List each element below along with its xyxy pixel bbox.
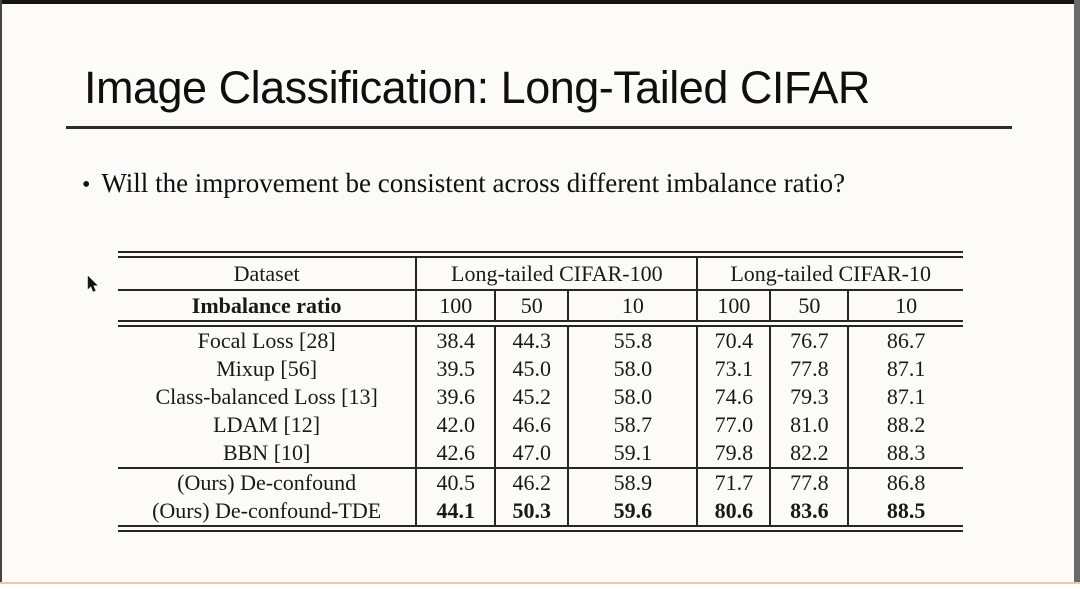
results-table: Dataset Long-tailed CIFAR-100 Long-taile… — [118, 251, 963, 532]
value-cell: 80.6 — [697, 497, 772, 529]
value-cell: 58.0 — [568, 383, 699, 411]
value-cell: 88.5 — [886, 498, 926, 523]
method-cell: Mixup [56] — [118, 355, 418, 383]
bullet-item: • Will the improvement be consistent acr… — [82, 168, 845, 199]
value-cell: 77.8 — [770, 467, 850, 497]
ratio-cell: 50 — [495, 290, 570, 327]
value-cell: 59.6 — [568, 497, 699, 529]
value-cell: 88.2 — [886, 412, 926, 437]
bullet-text: Will the improvement be consistent acros… — [101, 168, 846, 198]
header-cifar10-group: Long-tailed CIFAR-10 — [697, 254, 963, 291]
ratio-cell: 100 — [697, 290, 772, 327]
table-header-row-datasets: Dataset Long-tailed CIFAR-100 Long-taile… — [118, 254, 963, 291]
value-cell: 39.6 — [416, 383, 497, 411]
value-cell: 74.6 — [697, 383, 772, 411]
table-row: (Ours) De-confound-TDE 44.1 50.3 59.6 80… — [118, 497, 963, 529]
screen-edge-right — [1074, 0, 1080, 589]
value-cell: 79.8 — [697, 439, 772, 468]
ratio-cell: 50 — [770, 290, 850, 327]
method-cell: (Ours) De-confound — [118, 467, 418, 497]
header-imbalance-ratio: Imbalance ratio — [118, 290, 418, 327]
ratio-cell: 10 — [568, 290, 699, 327]
value-cell: 87.1 — [886, 356, 926, 381]
value-cell: 81.0 — [770, 411, 850, 439]
value-cell: 42.0 — [416, 411, 497, 439]
value-cell: 82.2 — [770, 439, 850, 468]
value-cell: 77.8 — [770, 355, 850, 383]
value-cell: 58.7 — [568, 411, 699, 439]
table-row: LDAM [12] 42.0 46.6 58.7 77.0 81.0 88.2 — [118, 411, 963, 439]
value-cell: 39.5 — [416, 355, 497, 383]
value-cell: 50.3 — [495, 497, 570, 529]
value-cell: 44.3 — [495, 323, 570, 355]
bullet-icon: • — [82, 172, 91, 198]
value-cell: 86.8 — [848, 467, 963, 497]
value-cell: 59.1 — [568, 439, 699, 468]
screen-edge-top — [0, 0, 1080, 4]
table-row: (Ours) De-confound 40.5 46.2 58.9 71.7 7… — [118, 467, 963, 497]
table-row: BBN [10] 42.6 47.0 59.1 79.8 82.2 88.3 — [118, 439, 963, 468]
page-title: Image Classification: Long-Tailed CIFAR — [84, 62, 870, 113]
screen-edge-bottom — [0, 582, 1080, 589]
value-cell: 87.1 — [886, 384, 926, 409]
value-cell: 71.7 — [697, 467, 772, 497]
table-header-row-ratios: Imbalance ratio 100 50 10 100 50 10 — [118, 290, 963, 327]
value-cell: 45.2 — [495, 383, 570, 411]
value-cell: 58.9 — [568, 467, 699, 497]
value-cell: 58.0 — [568, 355, 699, 383]
value-cell: 79.3 — [770, 383, 850, 411]
value-cell: 44.1 — [416, 497, 497, 529]
value-cell: 77.0 — [697, 411, 772, 439]
value-cell: 46.6 — [495, 411, 570, 439]
value-cell: 76.7 — [770, 323, 850, 355]
table-row: Focal Loss [28] 38.4 44.3 55.8 70.4 76.7… — [118, 323, 963, 355]
method-cell: Focal Loss [28] — [118, 323, 418, 355]
value-cell: 45.0 — [495, 355, 570, 383]
value-cell: 40.5 — [416, 467, 497, 497]
results-table-container: Dataset Long-tailed CIFAR-100 Long-taile… — [118, 251, 963, 532]
method-cell: BBN [10] — [118, 439, 418, 468]
value-cell: 70.4 — [697, 323, 772, 355]
value-cell: 88.3 — [886, 440, 926, 465]
value-cell: 38.4 — [416, 323, 497, 355]
screen-edge-left — [0, 0, 2, 589]
value-cell: 47.0 — [495, 439, 570, 468]
ratio-cell: 100 — [416, 290, 497, 327]
value-cell: 73.1 — [697, 355, 772, 383]
mouse-cursor-icon — [87, 275, 99, 298]
header-cifar100-group: Long-tailed CIFAR-100 — [416, 254, 699, 291]
method-cell: LDAM [12] — [118, 411, 418, 439]
ratio-cell: 10 — [848, 290, 963, 327]
title-underline — [66, 126, 1012, 129]
value-cell: 42.6 — [416, 439, 497, 468]
method-cell: (Ours) De-confound-TDE — [118, 497, 418, 529]
value-cell: 55.8 — [568, 323, 699, 355]
value-cell: 83.6 — [770, 497, 850, 529]
method-cell: Class-balanced Loss [13] — [118, 383, 418, 411]
table-row: Class-balanced Loss [13] 39.6 45.2 58.0 … — [118, 383, 963, 411]
value-cell: 86.7 — [886, 328, 926, 353]
header-dataset: Dataset — [118, 254, 418, 291]
table-row: Mixup [56] 39.5 45.0 58.0 73.1 77.8 87.1 — [118, 355, 963, 383]
value-cell: 46.2 — [495, 467, 570, 497]
